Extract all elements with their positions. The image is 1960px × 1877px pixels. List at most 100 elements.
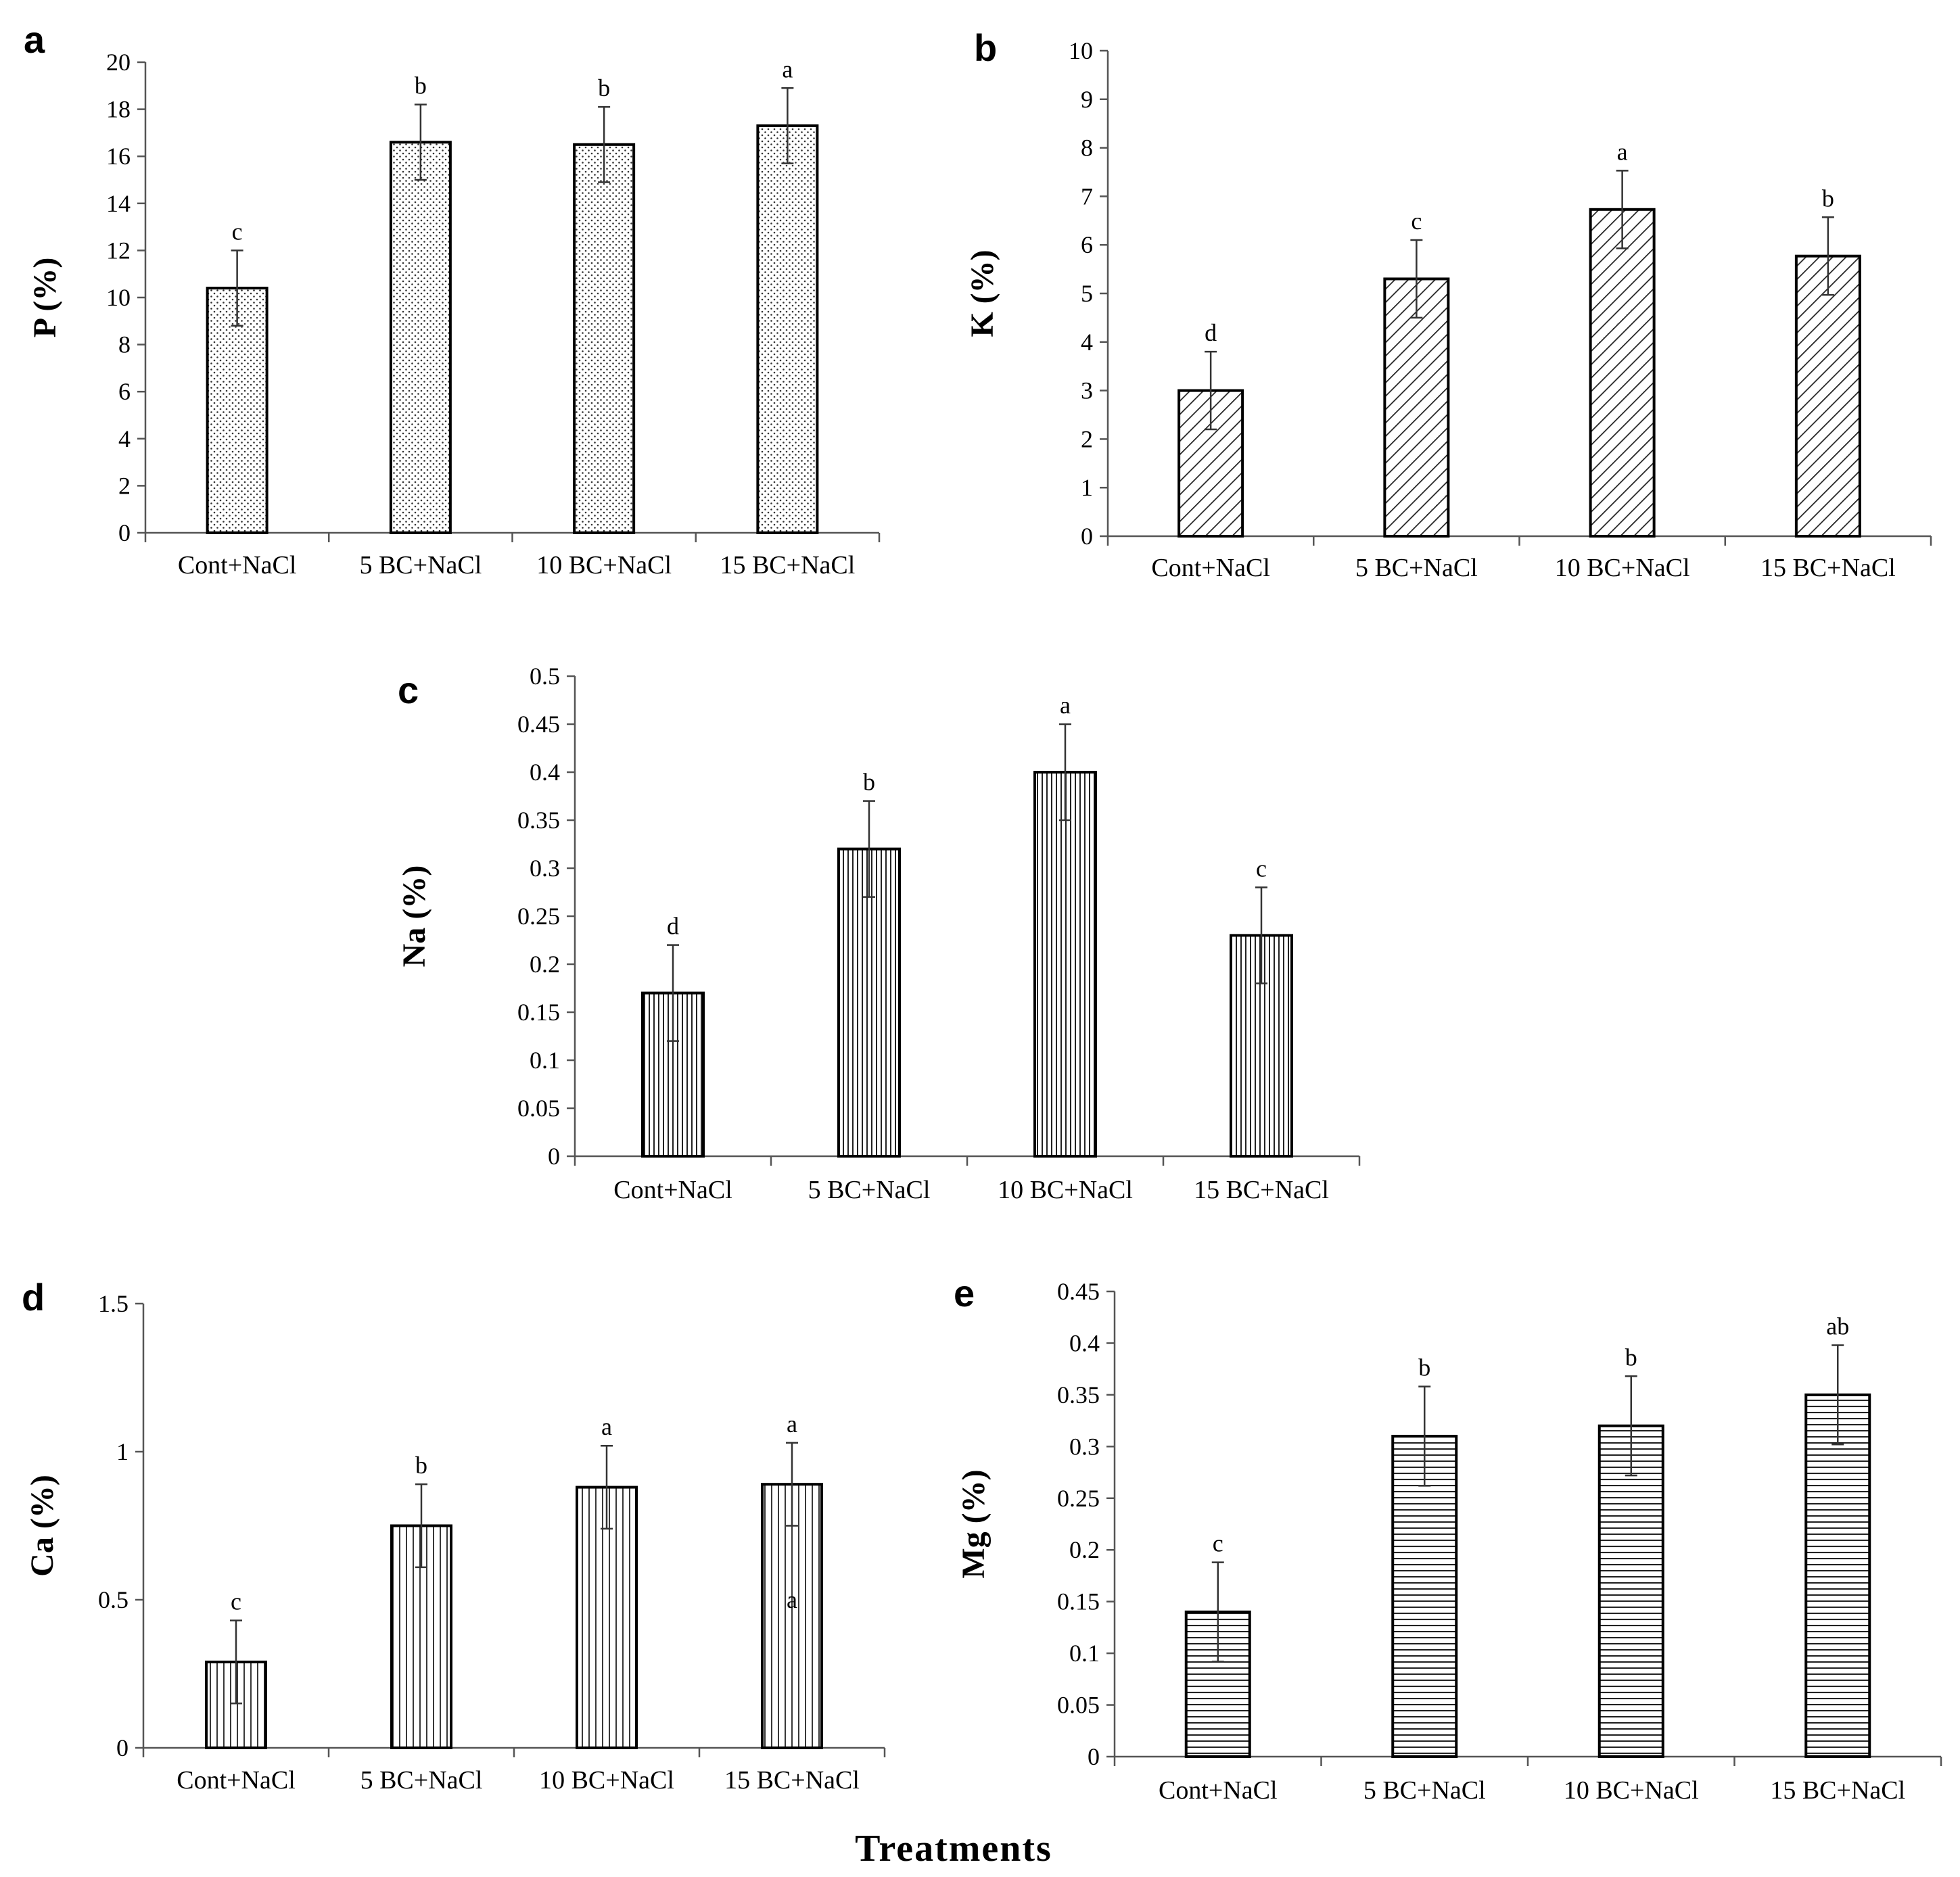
- panel-c-y-tick-label: 0: [548, 1143, 560, 1170]
- x-axis-title: Treatments: [855, 1828, 1052, 1870]
- chart-panel-e: e Mg (%) 0 0.05 0.1 0.15 0.2 0.25 0.3 0.35 0.4 0.45…: [954, 1272, 1942, 1805]
- panel-a-y-tick-label: 4: [118, 425, 131, 452]
- panel-a-significance-letter: a: [782, 55, 793, 82]
- panel-a-label: a: [24, 18, 45, 61]
- panel-c-category-label: 15 BC+NaCl: [1194, 1176, 1329, 1204]
- panel-a-y-tick-label: 16: [106, 143, 131, 170]
- panel-b-significance-letter: a: [1617, 138, 1628, 165]
- panel-c-significance-letter: a: [1060, 692, 1071, 719]
- panel-b-y-tick-label: 10: [1069, 37, 1093, 64]
- panel-e-label: e: [954, 1272, 975, 1314]
- panel-a-y-axis-title: P (%): [27, 258, 63, 338]
- panel-c-y-tick-label: 0.25: [517, 903, 560, 930]
- panel-d-category-label: 5 BC+NaCl: [360, 1766, 483, 1795]
- panel-e-y-tick-label: 0.35: [1057, 1381, 1100, 1408]
- panel-b-bar: [1794, 254, 1861, 538]
- panel-a-category-label: 15 BC+NaCl: [720, 551, 855, 579]
- panel-e-significance-letter: ab: [1826, 1313, 1849, 1340]
- panel-a-y-tick-label: 18: [106, 96, 131, 123]
- panel-c-y-tick-label: 0.5: [530, 663, 560, 690]
- panel-a-category-label: Cont+NaCl: [178, 551, 297, 579]
- panel-a-y-tick-label: 2: [118, 472, 131, 499]
- panel-c-category-label: 5 BC+NaCl: [808, 1176, 931, 1204]
- panel-c-significance-letter: d: [667, 913, 679, 940]
- panel-b-significance-letter: c: [1411, 208, 1422, 235]
- panel-b-y-tick-label: 9: [1081, 86, 1093, 113]
- chart-panel-c: c Na (%) 0 0.05 0.1 0.15 0.2 0.25 0.3 0.35 0.4 0.45…: [396, 663, 1361, 1204]
- panel-a-y-tick-label: 0: [118, 519, 131, 546]
- panel-c-y-tick-label: 0.3: [530, 855, 560, 882]
- panel-a-y-tick-label: 14: [106, 190, 131, 217]
- panel-d-y-tick-label: 0: [116, 1734, 129, 1761]
- panel-e-category-label: Cont+NaCl: [1159, 1776, 1278, 1805]
- panel-c-bar: [1033, 771, 1097, 1158]
- panel-d-extra-letter: a: [787, 1586, 797, 1613]
- panel-e-y-tick-label: 0.05: [1057, 1692, 1100, 1719]
- panel-b-y-tick-label: 8: [1081, 135, 1093, 162]
- panel-b-label: b: [974, 26, 997, 69]
- panel-a-y-tick-label: 8: [118, 331, 131, 358]
- panel-a-y-tick-label: 10: [106, 284, 131, 311]
- panel-b-category-label: 15 BC+NaCl: [1760, 554, 1896, 582]
- panel-e-bar: [1804, 1393, 1871, 1758]
- panel-e-category-label: 10 BC+NaCl: [1564, 1776, 1699, 1805]
- panel-b-y-tick-label: 0: [1081, 523, 1093, 550]
- panel-c-y-tick-label: 0.4: [530, 759, 560, 786]
- panel-d-y-tick-label: 0.5: [98, 1586, 129, 1613]
- panel-d-category-label: 10 BC+NaCl: [539, 1766, 674, 1795]
- panel-d-category-label: 15 BC+NaCl: [724, 1766, 860, 1795]
- panel-c-significance-letter: b: [863, 769, 875, 796]
- panel-e-y-tick-label: 0.4: [1069, 1329, 1100, 1356]
- panel-c-y-tick-label: 0.05: [517, 1095, 560, 1122]
- panel-b-bar: [1383, 277, 1450, 538]
- panel-c-label: c: [398, 669, 419, 711]
- panel-d-significance-letter: c: [231, 1588, 241, 1615]
- panel-a-bar: [389, 141, 452, 534]
- panel-b-y-tick-label: 1: [1081, 474, 1093, 501]
- panel-b-y-tick-label: 2: [1081, 425, 1093, 452]
- panel-a-significance-letter: b: [598, 74, 610, 101]
- panel-d-label: d: [22, 1276, 45, 1318]
- panel-b-significance-letter: b: [1822, 185, 1834, 212]
- panel-b-y-tick-label: 3: [1081, 377, 1093, 404]
- panel-c-category-label: Cont+NaCl: [613, 1176, 732, 1204]
- panel-a-bar: [756, 124, 819, 534]
- panel-e-y-tick-label: 0.2: [1069, 1536, 1100, 1563]
- panel-b-y-tick-label: 6: [1081, 231, 1093, 258]
- panel-e-y-tick-label: 0.25: [1057, 1485, 1100, 1512]
- panel-a-category-label: 10 BC+NaCl: [536, 551, 672, 579]
- panel-c-category-label: 10 BC+NaCl: [998, 1176, 1133, 1204]
- panel-b-category-label: 10 BC+NaCl: [1555, 554, 1690, 582]
- panel-d-bar: [576, 1486, 638, 1750]
- panel-e-category-label: 5 BC+NaCl: [1363, 1776, 1486, 1805]
- panel-b-y-tick-label: 5: [1081, 280, 1093, 307]
- chart-panel-b: b K (%) 0 1 2 3 4 5 6 7 8 9 10 d Cont+NaCl c 5 BC+NaCl a 1…: [964, 26, 1932, 582]
- chart-panel-d: d Ca (%) 0 0.5 1 1.5 c Cont+NaCl b 5 BC+NaCl a 10 B…: [22, 1276, 886, 1795]
- panel-a-significance-letter: c: [232, 218, 243, 245]
- panel-b-bar: [1589, 208, 1656, 538]
- panel-e-y-tick-label: 0.1: [1069, 1640, 1100, 1667]
- panel-e-significance-letter: b: [1418, 1354, 1430, 1381]
- panel-c-y-tick-label: 0.35: [517, 807, 560, 834]
- panel-d-category-label: Cont+NaCl: [177, 1766, 296, 1795]
- panel-b-category-label: Cont+NaCl: [1151, 554, 1270, 582]
- panel-a-y-tick-label: 12: [106, 237, 131, 264]
- panel-a-bar: [573, 143, 636, 535]
- panel-c-y-axis-title: Na (%): [396, 865, 432, 968]
- panel-b-significance-letter: d: [1205, 319, 1217, 346]
- panel-e-y-tick-label: 0.3: [1069, 1433, 1100, 1460]
- panel-a-y-tick-label: 20: [106, 49, 131, 76]
- panel-b-y-tick-label: 4: [1081, 329, 1093, 356]
- panel-b-category-label: 5 BC+NaCl: [1355, 554, 1478, 582]
- panel-d-significance-letter: a: [787, 1410, 797, 1438]
- panel-e-significance-letter: c: [1213, 1530, 1223, 1557]
- panel-d-y-tick-label: 1.5: [98, 1290, 129, 1317]
- panel-d-significance-letter: b: [415, 1452, 427, 1479]
- panel-c-significance-letter: c: [1256, 855, 1267, 882]
- panel-e-y-tick-label: 0.45: [1057, 1278, 1100, 1305]
- panel-e-category-label: 15 BC+NaCl: [1770, 1776, 1905, 1805]
- panel-a-significance-letter: b: [415, 72, 427, 99]
- panel-d-y-tick-label: 1: [116, 1438, 129, 1465]
- panel-c-y-tick-label: 0.15: [517, 999, 560, 1026]
